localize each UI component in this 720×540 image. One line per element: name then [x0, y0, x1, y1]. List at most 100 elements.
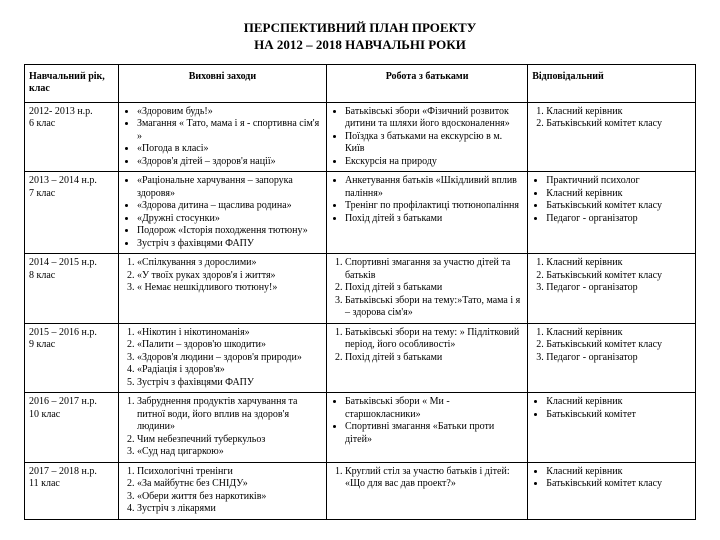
- item-list: «Нікотин і нікотиноманія»«Палити – здоро…: [123, 327, 322, 390]
- item-list: Батьківські збори «Фізичний розвиток дит…: [331, 106, 523, 169]
- list-item: Класний керівник: [546, 466, 691, 479]
- list-item: Педагог - організатор: [546, 213, 691, 226]
- cell-events: «Здоровим будь!»Змагання « Тато, мама і …: [118, 102, 326, 172]
- cell-year: 2013 – 2014 н.р.7 клас: [25, 172, 119, 254]
- list-item: Батьківські збори « Ми - старшокласники»: [345, 396, 523, 421]
- table-row: 2013 – 2014 н.р.7 клас «Раціональне харчу…: [25, 172, 696, 254]
- list-item: «Обери життя без наркотиків»: [137, 491, 322, 504]
- item-list: Класний керівникБатьківський комітет кла…: [532, 466, 691, 491]
- klass-text: 8 клас: [29, 270, 114, 283]
- list-item: Зустріч з фахівцями ФАПУ: [137, 377, 322, 390]
- list-item: Психологічні тренінги: [137, 466, 322, 479]
- list-item: Педагог - організатор: [546, 352, 691, 365]
- year-text: 2012- 2013 н.р.: [29, 106, 114, 119]
- table-row: 2016 – 2017 н.р.10 клас Забруднення проду…: [25, 393, 696, 463]
- list-item: «Раціональне харчування – запорука здоро…: [137, 175, 322, 200]
- list-item: Зустріч з фахівцями ФАПУ: [137, 238, 322, 251]
- list-item: Батьківський комітет класу: [546, 478, 691, 491]
- item-list: Психологічні тренінги«За майбутнє без СН…: [123, 466, 322, 516]
- item-list: Круглий стіл за участю батьків і дітей: …: [331, 466, 523, 491]
- list-item: Подорож «Історія походження тютюну»: [137, 225, 322, 238]
- cell-year: 2014 – 2015 н.р.8 клас: [25, 254, 119, 324]
- cell-events: Забруднення продуктів харчування та питн…: [118, 393, 326, 463]
- list-item: «Здорова дитина – щаслива родина»: [137, 200, 322, 213]
- klass-text: 11 клас: [29, 478, 114, 491]
- cell-events: «Спілкування з дорослими»«У твоїх руках …: [118, 254, 326, 324]
- list-item: Батьківський комітет класу: [546, 270, 691, 283]
- cell-year: 2016 – 2017 н.р.10 клас: [25, 393, 119, 463]
- list-item: «Здоровим будь!»: [137, 106, 322, 119]
- cell-resp: Класний керівникБатьківський комітет кла…: [528, 254, 696, 324]
- list-item: Похід дітей з батьками: [345, 282, 523, 295]
- list-item: Батьківський комітет класу: [546, 339, 691, 352]
- list-item: «Нікотин і нікотиноманія»: [137, 327, 322, 340]
- list-item: Класний керівник: [546, 396, 691, 409]
- list-item: Класний керівник: [546, 188, 691, 201]
- title-line1: ПЕРСПЕКТИВНИЙ ПЛАН ПРОЕКТУ: [244, 20, 476, 35]
- klass-text: 10 клас: [29, 409, 114, 422]
- list-item: Батьківські збори на тему: » Підлітковий…: [345, 327, 523, 352]
- col-events: Виховні заходи: [118, 64, 326, 102]
- list-item: Змагання « Тато, мама і я - спортивна сі…: [137, 118, 322, 143]
- cell-events: «Нікотин і нікотиноманія»«Палити – здоро…: [118, 323, 326, 393]
- cell-parents: Батьківські збори на тему: » Підлітковий…: [326, 323, 527, 393]
- item-list: «Спілкування з дорослими»«У твоїх руках …: [123, 257, 322, 295]
- year-text: 2014 – 2015 н.р.: [29, 257, 114, 270]
- cell-resp: Класний керівникБатьківський комітет: [528, 393, 696, 463]
- cell-events: Психологічні тренінги«За майбутнє без СН…: [118, 462, 326, 519]
- list-item: Практичний психолог: [546, 175, 691, 188]
- list-item: «Радіація і здоров'я»: [137, 364, 322, 377]
- col-resp: Відповідальний: [528, 64, 696, 102]
- item-list: Класний керівникБатьківський комітет кла…: [532, 257, 691, 295]
- item-list: Спортивні змагання за участю дітей та ба…: [331, 257, 523, 320]
- cell-parents: Батьківські збори « Ми - старшокласники»…: [326, 393, 527, 463]
- item-list: Анкетування батьків «Шкідливий вплив пал…: [331, 175, 523, 225]
- list-item: Чим небезпечний туберкульоз: [137, 434, 322, 447]
- list-item: Похід дітей з батьками: [345, 352, 523, 365]
- table-row: 2012- 2013 н.р.6 клас«Здоровим будь!»Зма…: [25, 102, 696, 172]
- cell-year: 2017 – 2018 н.р.11 клас: [25, 462, 119, 519]
- item-list: Практичний психологКласний керівникБатьк…: [532, 175, 691, 225]
- cell-events: «Раціональне харчування – запорука здоро…: [118, 172, 326, 254]
- list-item: Батьківські збори на тему:»Тато, мама і …: [345, 295, 523, 320]
- item-list: Класний керівникБатьківський комітет кла…: [532, 327, 691, 365]
- klass-text: 7 клас: [29, 188, 114, 201]
- cell-parents: Батьківські збори «Фізичний розвиток дит…: [326, 102, 527, 172]
- klass-text: 9 клас: [29, 339, 114, 352]
- list-item: Забруднення продуктів харчування та питн…: [137, 396, 322, 434]
- item-list: «Раціональне харчування – запорука здоро…: [123, 175, 322, 250]
- list-item: Круглий стіл за участю батьків і дітей: …: [345, 466, 523, 491]
- item-list: Батьківські збори на тему: » Підлітковий…: [331, 327, 523, 365]
- table-row: 2015 – 2016 н.р.9 клас«Нікотин і нікотин…: [25, 323, 696, 393]
- list-item: Похід дітей з батьками: [345, 213, 523, 226]
- list-item: Анкетування батьків «Шкідливий вплив пал…: [345, 175, 523, 200]
- item-list: Класний керівникБатьківський комітет: [532, 396, 691, 421]
- list-item: « Немає нешкідливого тютюну!»: [137, 282, 322, 295]
- list-item: Спортивні змагання за участю дітей та ба…: [345, 257, 523, 282]
- list-item: Батьківські збори «Фізичний розвиток дит…: [345, 106, 523, 131]
- year-text: 2016 – 2017 н.р.: [29, 396, 114, 409]
- list-item: «Дружні стосунки»: [137, 213, 322, 226]
- item-list: «Здоровим будь!»Змагання « Тато, мама і …: [123, 106, 322, 169]
- list-item: Спортивні змагання «Батьки проти дітей»: [345, 421, 523, 446]
- cell-year: 2015 – 2016 н.р.9 клас: [25, 323, 119, 393]
- list-item: Класний керівник: [546, 257, 691, 270]
- col-year: Навчальний рік, клас: [25, 64, 119, 102]
- cell-year: 2012- 2013 н.р.6 клас: [25, 102, 119, 172]
- plan-table: Навчальний рік, клас Виховні заходи Робо…: [24, 64, 696, 520]
- col-parents: Робота з батьками: [326, 64, 527, 102]
- list-item: «Спілкування з дорослими»: [137, 257, 322, 270]
- cell-parents: Круглий стіл за участю батьків і дітей: …: [326, 462, 527, 519]
- item-list: Батьківські збори « Ми - старшокласники»…: [331, 396, 523, 446]
- list-item: Класний керівник: [546, 327, 691, 340]
- list-item: Поїздка з батьками на екскурсію в м. Киї…: [345, 131, 523, 156]
- list-item: Зустріч з лікарями: [137, 503, 322, 516]
- list-item: Батьківський комітет класу: [546, 200, 691, 213]
- table-body: 2012- 2013 н.р.6 клас«Здоровим будь!»Зма…: [25, 102, 696, 519]
- item-list: Класний керівникБатьківський комітет кла…: [532, 106, 691, 131]
- list-item: Педагог - організатор: [546, 282, 691, 295]
- list-item: «Погода в класі»: [137, 143, 322, 156]
- list-item: Тренінг по профілактиці тютюнопаління: [345, 200, 523, 213]
- title-line2: НА 2012 – 2018 НАВЧАЛЬНІ РОКИ: [254, 37, 466, 52]
- list-item: «У твоїх руках здоров'я і життя»: [137, 270, 322, 283]
